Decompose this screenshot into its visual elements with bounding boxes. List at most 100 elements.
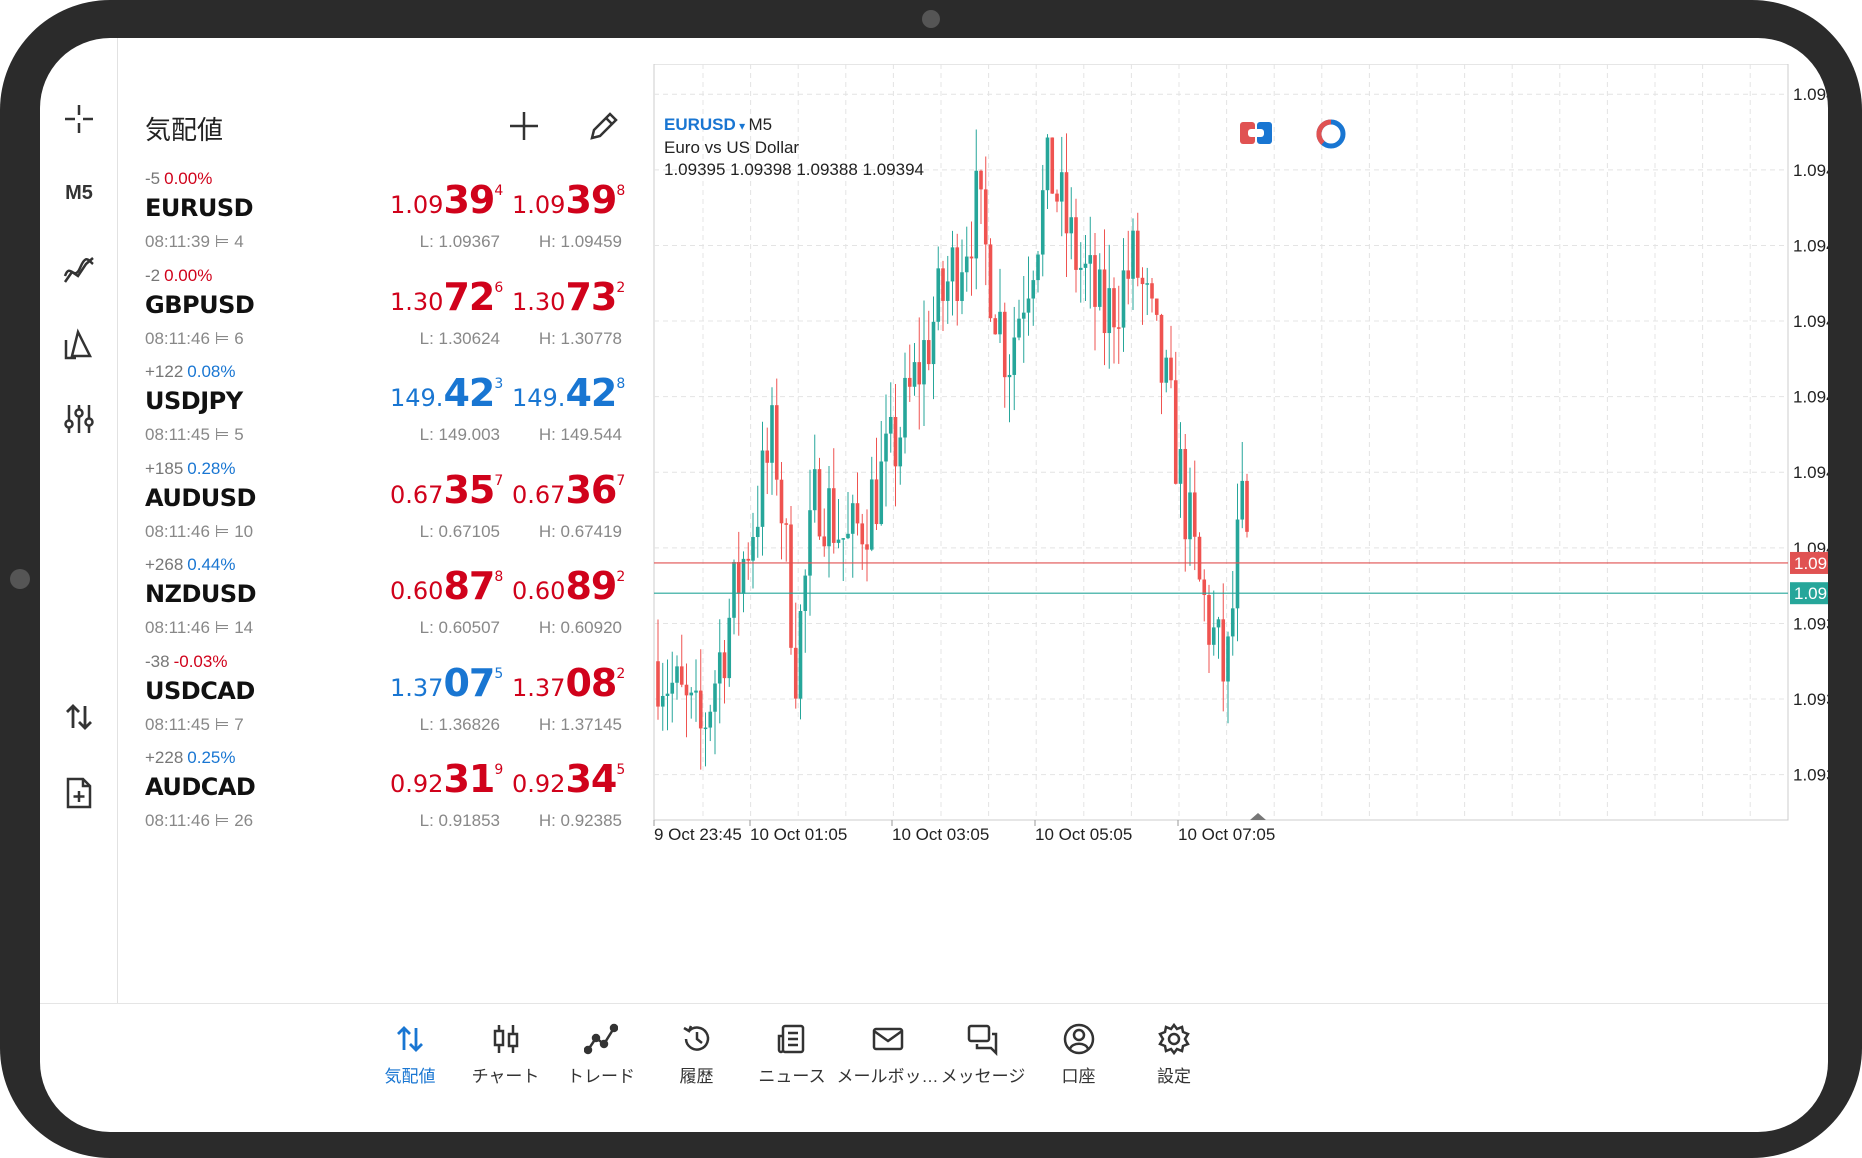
candle-body xyxy=(1211,627,1216,645)
candle-body xyxy=(675,666,679,683)
ask-pips: 36 xyxy=(565,467,617,512)
nav-messages[interactable]: メッセージ xyxy=(928,1022,1038,1087)
edit-symbols-button[interactable] xyxy=(582,104,626,148)
nav-label: 設定 xyxy=(1157,1067,1191,1086)
bottom-navigation: 気配値 チャート トレード 履歴 ニュース メールボッ… メッセージ 口座 設定 xyxy=(40,1003,1828,1132)
bid-pips: 87 xyxy=(443,564,495,608)
ask-prefix: 1.37 xyxy=(512,673,566,702)
quote-low: L: 1.36826 xyxy=(419,714,500,734)
quote-row-eurusd[interactable]: -5 0.00% EURUSD 08:11:39 ⊨ 4 1.09394 1.09… xyxy=(120,164,650,279)
candle-body xyxy=(1140,277,1145,285)
nav-quotes[interactable]: 気配値 xyxy=(355,1022,465,1087)
quote-low: L: 1.09367 xyxy=(419,232,500,251)
candle-body xyxy=(855,503,860,524)
signal-toggle[interactable] xyxy=(1314,118,1348,152)
candle-body xyxy=(898,437,903,467)
candle-body xyxy=(936,268,941,322)
ask-pips: 89 xyxy=(565,564,617,608)
price-chart[interactable]: 1.09460 1.09450 1.09440 1.09430 1.09420 1.094… xyxy=(650,64,1828,994)
chart-settings-button[interactable] xyxy=(52,392,106,446)
candle-body xyxy=(1026,298,1031,313)
candle-body xyxy=(1226,636,1230,682)
quote-time: 08:11:45 ⊨ 5 xyxy=(145,425,244,445)
candle-body xyxy=(869,479,874,550)
one-click-trade-button[interactable] xyxy=(52,690,106,744)
candle-body xyxy=(713,683,717,712)
candle-body xyxy=(1017,318,1021,338)
timeframe-button[interactable]: M5 xyxy=(65,181,93,204)
quote-row-gbpusd[interactable]: -2 0.00% GBPUSD 08:11:46 ⊨ 6 1.30726 1.30… xyxy=(120,261,650,376)
quote-low: L: 1.30624 xyxy=(419,328,500,348)
ask-price: 0.92345 xyxy=(512,757,625,801)
candle-body xyxy=(926,340,931,365)
candle-body xyxy=(1126,270,1131,279)
trade-icon xyxy=(584,1023,618,1055)
change-percent: 0.25% xyxy=(187,748,236,767)
ask-label: 1.09398 xyxy=(1794,554,1828,573)
candle-body xyxy=(822,536,827,547)
bid-prefix: 0.67 xyxy=(390,480,444,509)
trade-panel-toggle[interactable] xyxy=(1238,118,1274,148)
quote-high: H: 1.37145 xyxy=(538,714,622,734)
bid-pips: 72 xyxy=(443,274,495,319)
quote-change: +185 0.28% xyxy=(145,459,236,479)
quote-row-usdjpy[interactable]: +122 0.08% USDJPY 08:11:45 ⊨ 5 149.423 14… xyxy=(120,357,650,472)
change-percent: 0.00% xyxy=(164,265,213,285)
candle-body xyxy=(727,617,732,679)
nav-settings[interactable]: 設定 xyxy=(1119,1022,1229,1087)
chart-symbol-selector[interactable]: EURUSD xyxy=(664,115,736,134)
ask-pips: 34 xyxy=(565,757,617,801)
candle-body xyxy=(1059,172,1064,202)
chart-ohlc: 1.09395 1.09398 1.09388 1.09394 xyxy=(664,160,924,179)
spread-icon: ⊨ xyxy=(214,328,230,348)
candle-body xyxy=(865,544,869,550)
add-symbol-button[interactable] xyxy=(502,104,546,148)
nav-mail[interactable]: メールボッ… xyxy=(833,1022,943,1087)
new-order-button[interactable] xyxy=(52,766,106,820)
nav-trade[interactable]: トレード xyxy=(546,1022,656,1087)
quote-low: L: 149.003 xyxy=(419,425,500,444)
bid-prefix: 1.09 xyxy=(390,191,444,219)
chart-timeframe: M5 xyxy=(748,115,773,134)
crosshair-button[interactable] xyxy=(52,92,106,146)
candle-body xyxy=(1069,217,1074,234)
candle-body xyxy=(1078,267,1083,270)
nav-news[interactable]: ニュース xyxy=(737,1022,847,1087)
quote-row-usdcad[interactable]: -38 -0.03% USDCAD 08:11:45 ⊨ 7 1.37075 1.… xyxy=(120,647,650,762)
candle-body xyxy=(793,647,798,699)
nav-chart[interactable]: チャート xyxy=(451,1022,561,1087)
quote-row-audcad[interactable]: +228 0.25% AUDCAD 08:11:46 ⊨ 26 0.92319 0… xyxy=(120,743,650,858)
candle-body xyxy=(1207,595,1211,645)
candle-body xyxy=(1131,230,1135,279)
indicators-button[interactable] xyxy=(52,242,106,296)
spread-icon: ⊨ xyxy=(214,811,230,830)
sliders-icon xyxy=(64,405,94,433)
candle-body xyxy=(1150,283,1154,299)
candle-body xyxy=(860,523,865,545)
quote-change: -5 0.00% xyxy=(145,169,212,189)
change-points: +228 xyxy=(145,748,184,767)
ask-fraction: 2 xyxy=(616,665,626,682)
bid-fraction: 8 xyxy=(494,569,504,585)
candle-body xyxy=(689,692,694,696)
bid-fraction: 3 xyxy=(494,376,504,392)
x-tick-label: 10 Oct 01:05 xyxy=(750,825,847,844)
account-icon xyxy=(1063,1023,1094,1055)
objects-button[interactable] xyxy=(52,318,106,372)
quote-high: H: 0.67419 xyxy=(538,521,622,541)
candle-body xyxy=(1055,193,1059,202)
nav-account[interactable]: 口座 xyxy=(1024,1022,1134,1087)
candle-body xyxy=(1107,288,1112,334)
chart-canvas[interactable]: 1.09460 1.09450 1.09440 1.09430 1.09420 1.094… xyxy=(650,64,1828,994)
nav-label: チャート xyxy=(471,1067,540,1086)
change-points: +268 xyxy=(145,555,184,574)
candle-body xyxy=(1164,357,1169,383)
nav-history[interactable]: 履歴 xyxy=(642,1022,752,1087)
quote-row-nzdusd[interactable]: +268 0.44% NZDUSD 08:11:46 ⊨ 14 0.60878 0… xyxy=(120,550,650,665)
quote-change: +268 0.44% xyxy=(145,555,236,575)
settings-icon xyxy=(1158,1022,1190,1056)
pencil-icon xyxy=(590,112,618,140)
quote-row-audusd[interactable]: +185 0.28% AUDUSD 08:11:46 ⊨ 10 0.67357 0… xyxy=(120,454,650,569)
candle-body xyxy=(741,558,746,594)
quote-time: 08:11:46 ⊨ 14 xyxy=(145,618,253,638)
